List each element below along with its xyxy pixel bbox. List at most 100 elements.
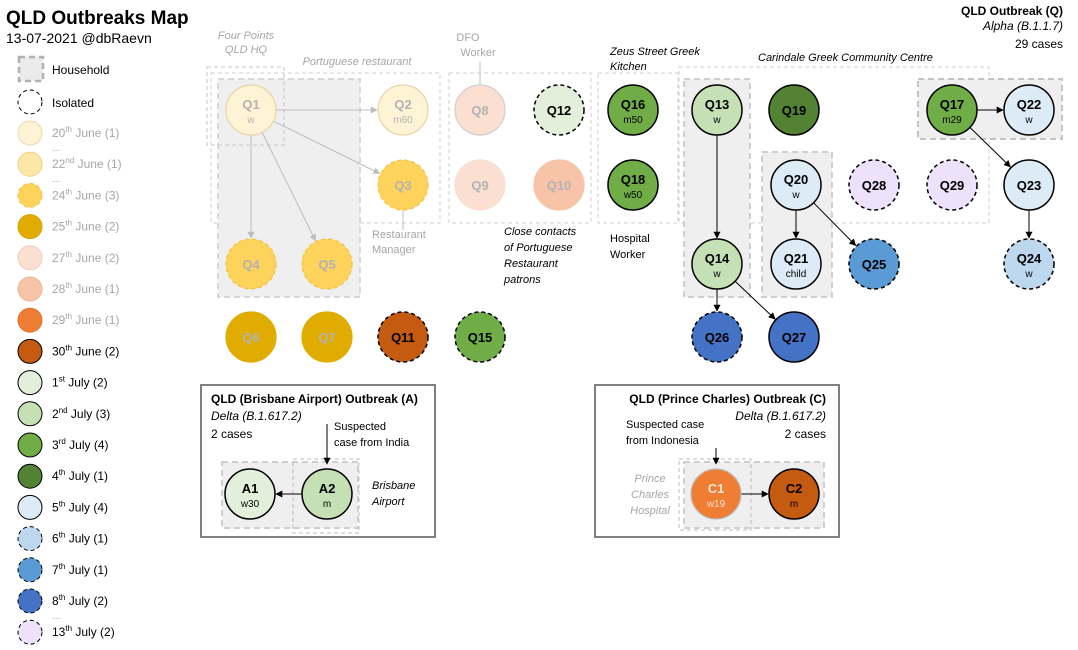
case-node-q3: Q3	[377, 159, 429, 211]
case-id: Q5	[318, 257, 335, 272]
case-circle	[301, 468, 353, 520]
case-circle	[607, 159, 659, 211]
case-id: Q24	[1017, 251, 1042, 266]
outbreak-c-location-3: Hospital	[630, 505, 670, 517]
dfo-label-2: Worker	[460, 47, 496, 59]
case-id: Q11	[391, 330, 415, 345]
legend-date-swatch	[17, 276, 43, 302]
outbreak-a-title: QLD (Brisbane Airport) Outbreak (A)	[211, 392, 418, 406]
four-points-label-2: QLD HQ	[225, 44, 268, 56]
legend-date-label: 22nd June (1)	[52, 156, 122, 171]
case-node-q27: Q27	[768, 311, 820, 363]
outbreak-a-variant: Delta (B.1.617.2)	[211, 409, 302, 423]
dfo-box	[448, 72, 592, 224]
legend-date-item: 20th June (1)...	[17, 120, 119, 154]
edge-q20-q25	[813, 202, 857, 246]
case-circle	[1003, 84, 1055, 136]
legend-date-item: 27th June (2)	[17, 245, 119, 271]
group-boxes	[200, 66, 1063, 538]
legend-date-item: 3rd July (4)	[17, 432, 109, 458]
case-node-q4: Q4	[225, 238, 277, 290]
legend-date-label: 2nd July (3)	[52, 406, 110, 421]
case-circle	[690, 468, 742, 520]
case-circle	[926, 84, 978, 136]
case-demographic: w	[791, 190, 800, 201]
edge-q1-q3	[273, 120, 381, 174]
legend-date-label: 8th July (2)	[52, 593, 108, 608]
case-node-q10: Q10	[533, 159, 585, 211]
outbreak-c-source-1: Suspected case	[626, 419, 704, 431]
case-demographic: w	[1024, 115, 1033, 126]
case-demographic: w50	[623, 190, 643, 201]
legend-date-item: 4th July (1)	[17, 463, 108, 489]
legend-date-swatch	[17, 307, 43, 333]
case-node-q8: Q8	[454, 84, 506, 136]
legend-date-label: 30th June (2)	[52, 343, 119, 358]
case-id: Q10	[547, 178, 572, 193]
legend-household-label: Household	[52, 63, 109, 77]
case-node-q15: Q15	[454, 311, 506, 363]
case-demographic: w	[712, 269, 721, 280]
case-id: Q23	[1017, 178, 1042, 193]
case-circle	[768, 468, 820, 520]
case-id: Q20	[784, 172, 809, 187]
case-circle	[225, 311, 277, 363]
case-circle	[454, 311, 506, 363]
close-contacts-label-1: Close contacts	[504, 226, 577, 238]
case-id: Q12	[547, 103, 572, 118]
outbreak-a-cases: 2 cases	[211, 427, 252, 441]
page-title: QLD Outbreaks Map	[6, 8, 189, 29]
zeus-box	[597, 72, 679, 224]
case-circle	[926, 159, 978, 211]
case-node-q28: Q28	[848, 159, 900, 211]
case-circle	[377, 159, 429, 211]
case-node-q24: Q24 w	[1003, 238, 1055, 290]
legend-ellipsis: ...	[52, 174, 60, 185]
case-demographic: m	[790, 499, 798, 510]
legend-date-swatch	[17, 370, 43, 396]
case-id: Q1	[242, 97, 259, 112]
outbreak-q-title: QLD Outbreak (Q)	[961, 4, 1063, 18]
restaurant-manager-label-2: Manager	[372, 244, 416, 256]
legend-date-swatch	[17, 245, 43, 271]
carindale-box	[678, 66, 990, 224]
case-node-q13: Q13 w	[691, 84, 743, 136]
legend-date-label: 27th June (2)	[52, 250, 119, 265]
case-circle	[770, 159, 822, 211]
legend-date-swatch	[17, 557, 43, 583]
legend-date-item: 1st July (2)	[17, 370, 108, 396]
legend-isolated-swatch	[17, 89, 43, 115]
case-circle	[691, 84, 743, 136]
case-demographic: w	[246, 115, 255, 126]
case-node-c2: C2 m	[768, 468, 820, 520]
case-circle	[768, 84, 820, 136]
transmission-edges	[247, 106, 1033, 498]
legend-date-swatch	[17, 120, 43, 146]
legend-date-label: 24th June (3)	[52, 187, 119, 202]
legend-date-label: 5th July (4)	[52, 499, 108, 514]
case-demographic: w	[712, 115, 721, 126]
annotations: Four Points QLD HQ Portuguese restaurant…	[211, 30, 933, 517]
legend-date-label: 4th July (1)	[52, 468, 108, 483]
case-node-q23: Q23	[1003, 159, 1055, 211]
case-circle	[607, 84, 659, 136]
case-node-q20: Q20 w	[770, 159, 822, 211]
legend-date-swatch	[17, 151, 43, 177]
legend-date-label: 29th June (1)	[52, 312, 119, 327]
legend-date-item: 13th July (2)	[17, 619, 115, 645]
page-subtitle: 13-07-2021 @dbRaevn	[6, 30, 152, 46]
legend-date-swatch	[17, 588, 43, 614]
legend-date-item: 22nd June (1)...	[17, 151, 122, 185]
case-id: Q2	[394, 97, 411, 112]
case-node-q9: Q9	[454, 159, 506, 211]
case-node-q5: Q5	[301, 238, 353, 290]
outbreak-q-cases: 29 cases	[1015, 37, 1063, 51]
outbreak-a-location-2: Airport	[371, 496, 405, 508]
legend-date-swatch	[17, 432, 43, 458]
legend-date-swatch	[17, 463, 43, 489]
outbreak-c-source-2: from Indonesia	[626, 435, 700, 447]
outbreak-a-location-1: Brisbane	[372, 480, 415, 492]
case-id: C2	[786, 481, 803, 496]
